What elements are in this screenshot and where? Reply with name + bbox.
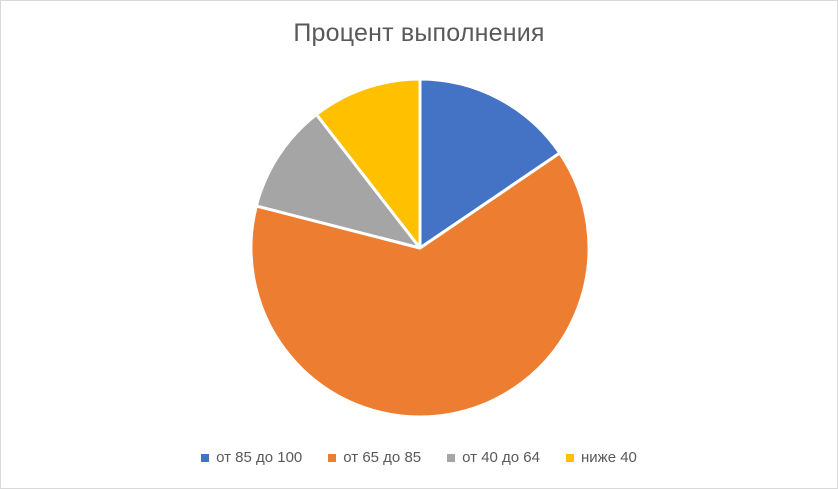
legend-swatch xyxy=(328,453,337,462)
legend-item: ниже 40 xyxy=(566,449,637,466)
pie-slice xyxy=(254,112,422,250)
legend-swatch xyxy=(201,453,210,462)
pie-slice xyxy=(418,77,562,250)
chart-title: Процент выполнения xyxy=(293,19,545,47)
pie-slice xyxy=(314,77,422,250)
legend-item: от 65 до 85 xyxy=(328,449,421,466)
legend-swatch xyxy=(566,453,574,462)
pie-slice xyxy=(249,151,591,419)
legend-item: от 40 до 64 xyxy=(447,449,540,466)
legend-item: от 85 до 100 xyxy=(201,449,302,466)
legend-label: от 85 до 100 xyxy=(216,449,303,466)
legend: от 85 до 100 от 65 до 85 от 40 до 64 ниж… xyxy=(1,449,837,466)
legend-label: ниже 40 xyxy=(581,449,637,466)
legend-swatch xyxy=(447,453,456,462)
legend-label: от 40 до 64 xyxy=(462,449,540,466)
legend-label: от 65 до 85 xyxy=(343,449,422,466)
